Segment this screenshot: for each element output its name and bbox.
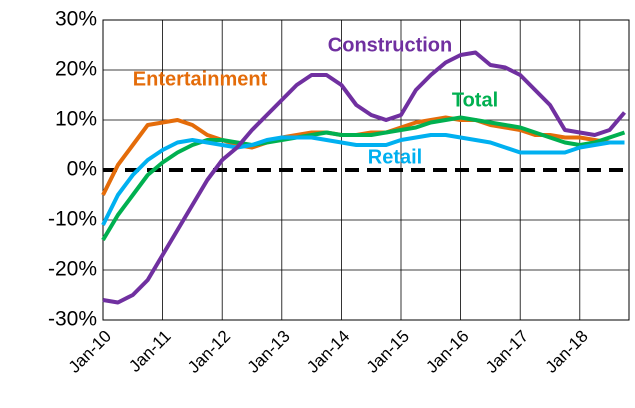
- x-tick-label: Jan-10: [65, 327, 115, 377]
- y-tick-label: 20%: [55, 58, 97, 81]
- x-tick-label: Jan-17: [482, 327, 532, 377]
- y-tick-label: -20%: [48, 258, 97, 281]
- x-tick-label: Jan-11: [125, 327, 174, 376]
- y-tick-label: -30%: [48, 308, 97, 331]
- y-tick-label: 0%: [67, 158, 97, 181]
- series-line: [101, 115, 625, 196]
- x-tick-label: Jan-18: [542, 327, 592, 377]
- x-tick-label: Jan-16: [422, 327, 472, 377]
- y-tick-label: 30%: [55, 8, 97, 31]
- series-label: Entertainment: [133, 68, 268, 90]
- x-tick-label: Jan-13: [244, 327, 294, 377]
- series-label: Construction: [328, 34, 452, 56]
- series-label: Retail: [368, 146, 422, 168]
- x-tick-label: Jan-14: [303, 327, 353, 377]
- x-tick-label: Jan-15: [363, 327, 413, 377]
- series-label: Total: [452, 89, 498, 111]
- x-tick-label: Jan-12: [184, 327, 234, 377]
- y-tick-label: -10%: [48, 208, 97, 231]
- series-line: [101, 133, 625, 226]
- series-line: [101, 115, 626, 242]
- y-tick-label: 10%: [55, 108, 97, 131]
- series-line: [102, 50, 627, 305]
